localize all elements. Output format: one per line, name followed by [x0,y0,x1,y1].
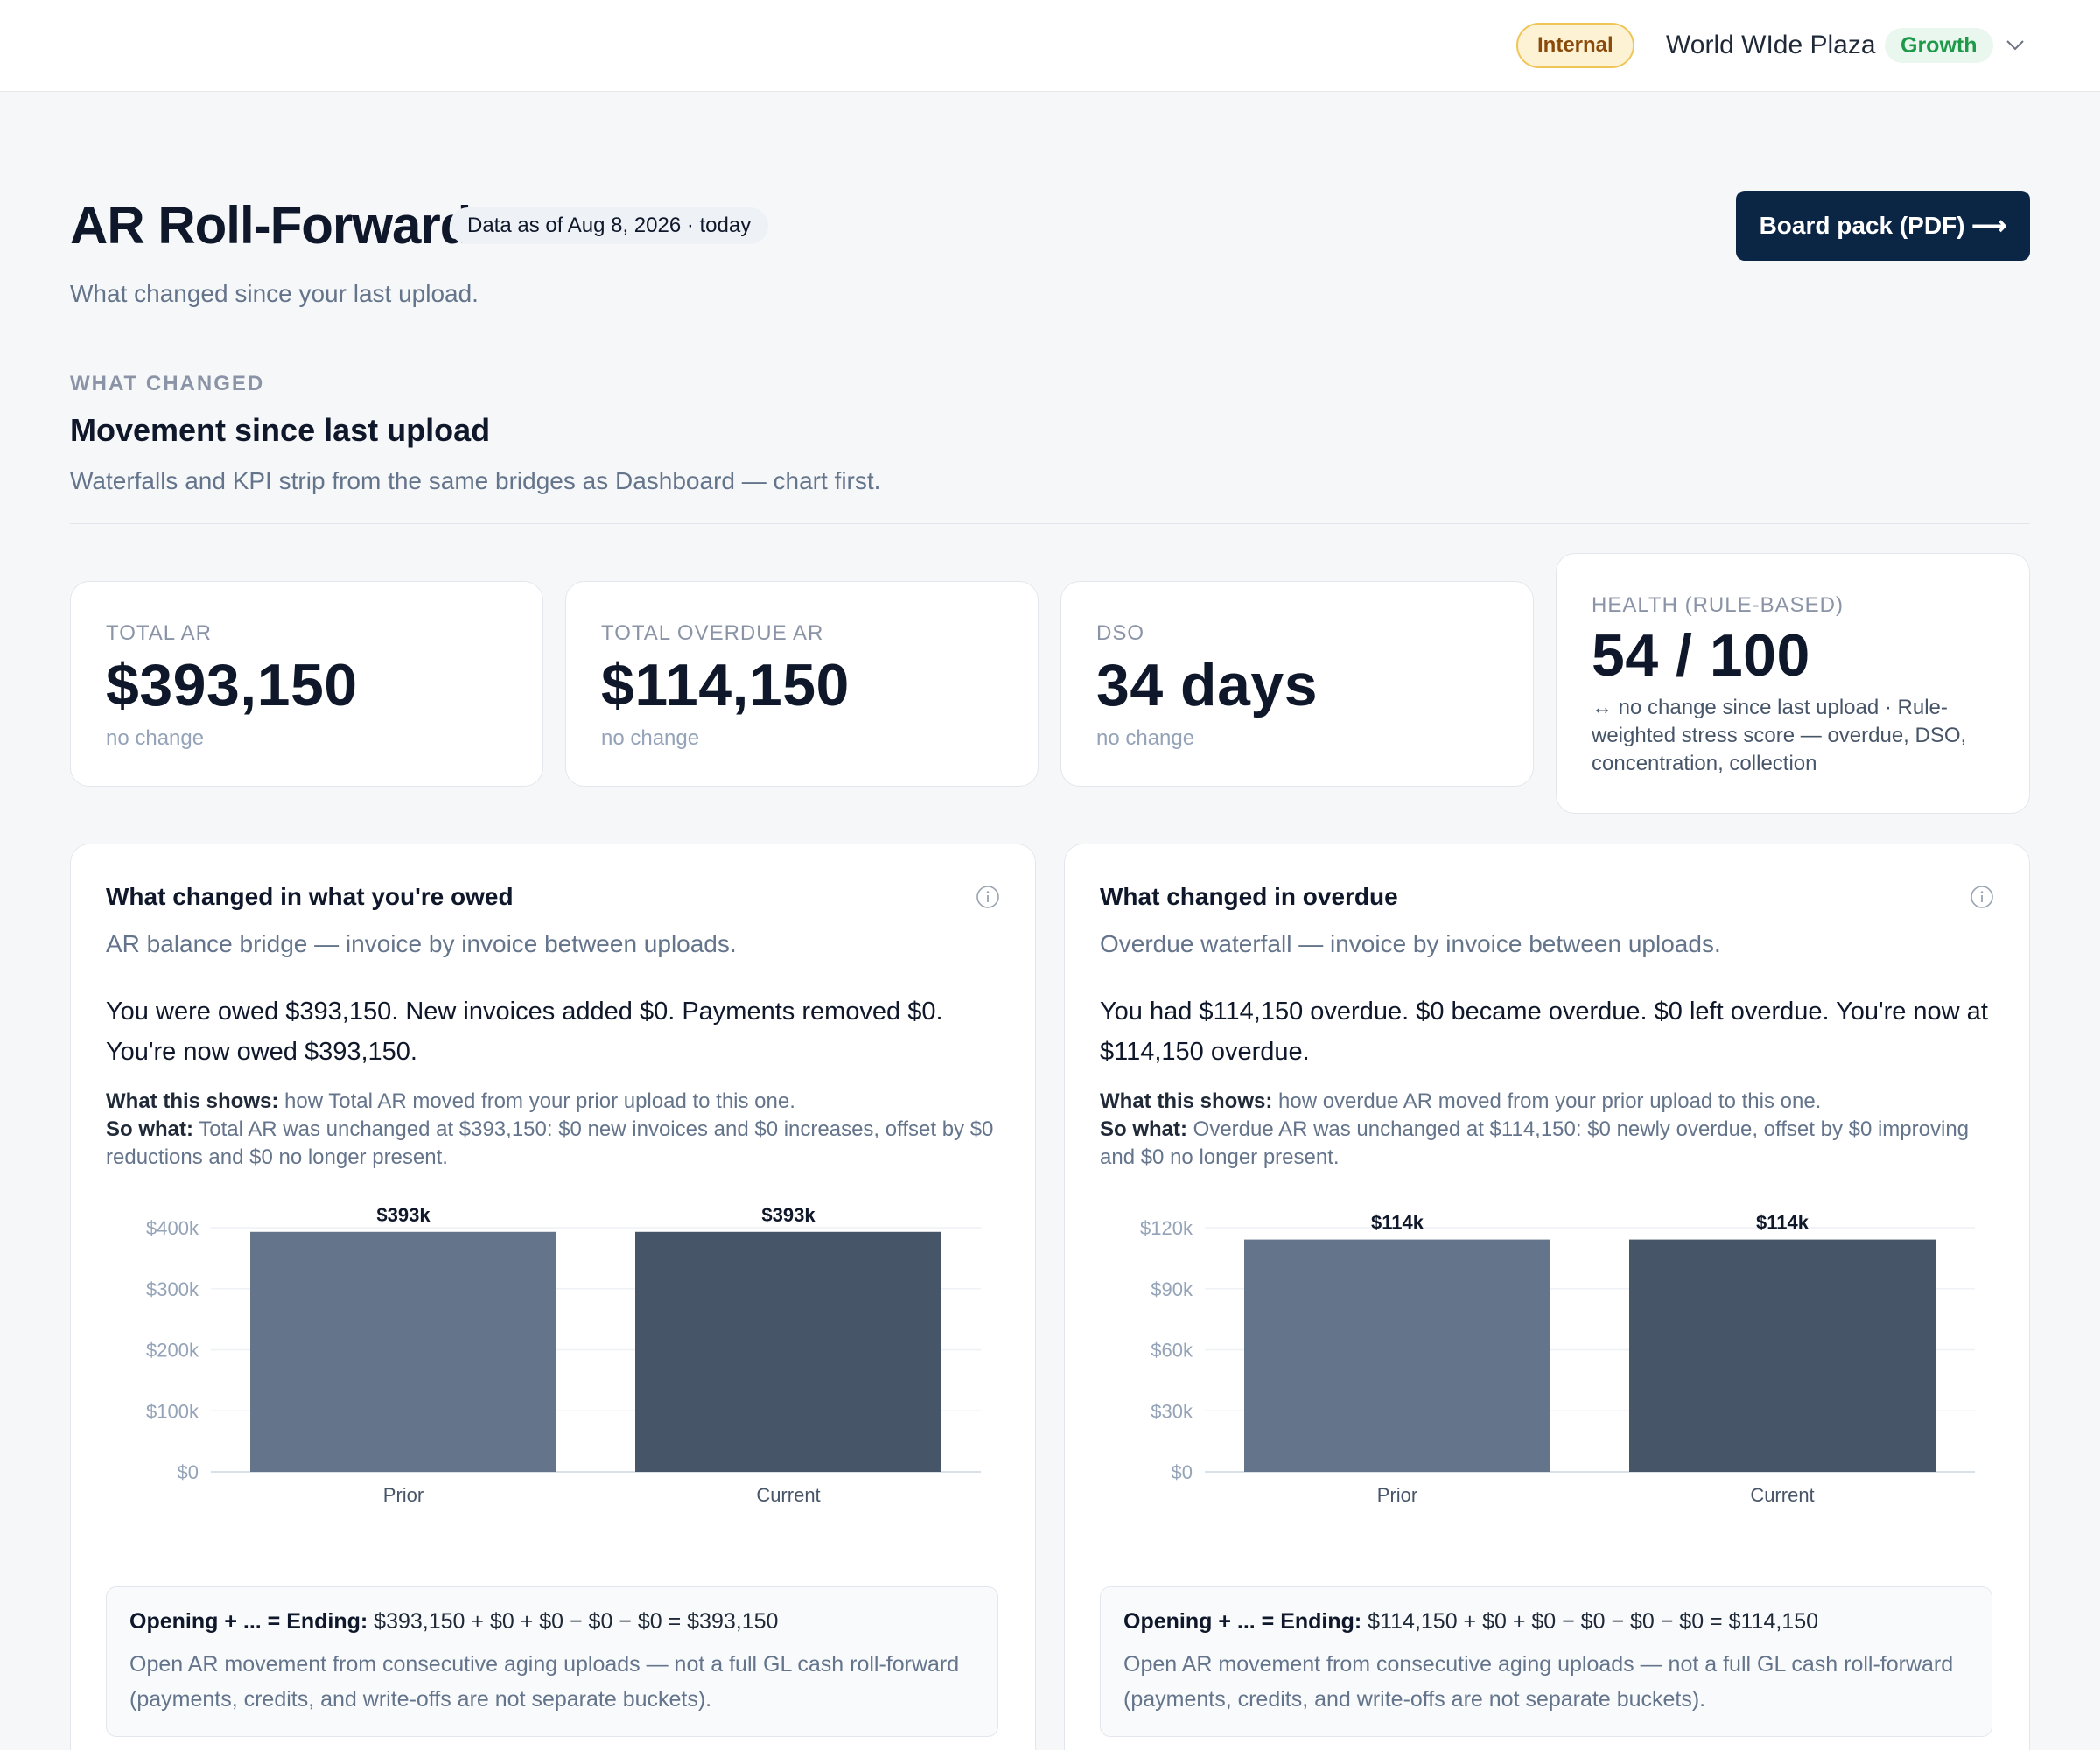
roll-forward-formula-box: Opening + ... = Ending: $393,150 + $0 + … [106,1586,998,1737]
formula-text: $114,150 + $0 + $0 − $0 − $0 − $0 = $114… [1362,1609,1818,1634]
bar-data-label: $393k [761,1204,816,1226]
y-tick-label: $0 [178,1461,199,1483]
plan-badge: Growth [1885,28,1993,63]
card-explanation: What this shows: how overdue AR moved fr… [1100,1088,2001,1172]
card-title: What changed in overdue [1100,883,1398,910]
what-this-shows-text: how overdue AR moved from your prior upl… [1272,1089,1822,1113]
bar-data-label: $393k [376,1204,430,1226]
y-tick-label: $300k [146,1278,200,1300]
so-what-text: Total AR was unchanged at $393,150: $0 n… [106,1117,994,1169]
chevron-down-icon[interactable] [2004,33,2026,56]
ar-balance-bridge-card: What changed in what you're owed AR bala… [70,844,1036,1750]
kpi-note: ↔ no change since last upload · Rule-wei… [1592,696,1967,775]
bar-current [1629,1239,1936,1472]
card-title: What changed in what you're owed [106,883,514,910]
kpi-card-health: HEALTH (RULE-BASED) 54 / 100 ↔ no change… [1556,553,2030,814]
top-bar: Internal World WIde Plaza Growth [0,0,2100,92]
y-tick-label: $30k [1151,1400,1194,1422]
x-category-label: Current [756,1484,820,1506]
card-subtitle: Overdue waterfall — invoice by invoice b… [1100,930,1721,957]
kpi-label: TOTAL AR [106,621,212,645]
y-tick-label: $0 [1172,1461,1193,1483]
kpi-value: $393,150 [106,652,358,718]
formula-label: Opening + ... = Ending: [1124,1609,1362,1634]
so-what-label: So what: [106,1117,193,1141]
formula-note: Open AR movement from consecutive aging … [1124,1652,1954,1712]
y-tick-label: $400k [146,1217,200,1239]
info-icon[interactable] [976,885,1000,909]
section-subtitle: Waterfalls and KPI strip from the same b… [70,467,881,494]
y-tick-label: $200k [146,1340,200,1362]
kpi-card-total-overdue-ar: TOTAL OVERDUE AR $114,150 no change [565,581,1039,787]
card-summary: You were owed $393,150. New invoices add… [106,998,943,1066]
x-category-label: Current [1750,1484,1814,1506]
kpi-delta: no change [601,726,700,750]
kpi-value: 34 days [1096,652,1319,718]
bar-data-label: $114k [1756,1212,1810,1234]
board-pack-pdf-button[interactable]: Board pack (PDF) ⟶ [1736,191,2030,261]
formula-note: Open AR movement from consecutive aging … [130,1652,960,1712]
kpi-delta: no change [106,726,205,750]
org-name[interactable]: World WIde Plaza [1666,31,1876,60]
page-subtitle: What changed since your last upload. [70,280,479,307]
card-explanation: What this shows: how Total AR moved from… [106,1088,1007,1172]
kpi-value: $114,150 [601,652,850,718]
kpi-label: DSO [1096,621,1145,645]
y-tick-label: $100k [146,1400,200,1422]
card-subtitle: AR balance bridge — invoice by invoice b… [106,930,737,957]
x-category-label: Prior [1377,1484,1418,1506]
bar-prior [250,1231,556,1472]
kpi-card-dso: DSO 34 days no change [1060,581,1534,787]
section-title: Movement since last upload [70,412,491,448]
ar-balance-bar-chart: $0 $100k $200k $300k $400k $393k Prior $393k Cur… [146,1204,981,1506]
y-tick-label: $60k [1151,1340,1194,1362]
y-tick-label: $90k [1151,1278,1194,1300]
formula-label: Opening + ... = Ending: [130,1609,368,1634]
what-this-shows-text: how Total AR moved from your prior uploa… [278,1089,795,1113]
environment-badge: Internal [1516,23,1634,68]
section-divider [70,523,2030,524]
kpi-label: HEALTH (RULE-BASED) [1592,593,1844,617]
bar-data-label: $114k [1371,1212,1424,1234]
bar-prior [1244,1239,1550,1472]
formula-line: Opening + ... = Ending: $393,150 + $0 + … [130,1606,778,1636]
what-this-shows-label: What this shows: [1100,1089,1273,1113]
so-what-label: So what: [1100,1117,1187,1141]
kpi-delta: no change [1096,726,1195,750]
kpi-card-total-ar: TOTAL AR $393,150 no change [70,581,543,787]
info-icon[interactable] [1970,885,1994,909]
bar-current [635,1231,942,1472]
card-summary: You had $114,150 overdue. $0 became over… [1100,998,1988,1066]
kpi-value: 54 / 100 [1592,622,1810,689]
what-this-shows-label: What this shows: [106,1089,279,1113]
x-category-label: Prior [383,1484,424,1506]
formula-text: $393,150 + $0 + $0 − $0 − $0 = $393,150 [368,1609,779,1634]
formula-line: Opening + ... = Ending: $114,150 + $0 + … [1124,1606,1818,1636]
data-as-of-badge: Data as of Aug 8, 2026 · today [450,207,769,244]
y-tick-label: $120k [1140,1217,1194,1239]
so-what-text: Overdue AR was unchanged at $114,150: $0… [1100,1117,1970,1169]
section-eyebrow: WHAT CHANGED [70,372,265,396]
roll-forward-formula-box: Opening + ... = Ending: $114,150 + $0 + … [1100,1586,1992,1737]
overdue-waterfall-card: What changed in overdue Overdue waterfal… [1064,844,2030,1750]
page-title: AR Roll-Forward [70,196,472,255]
kpi-label: TOTAL OVERDUE AR [601,621,824,645]
overdue-bar-chart: $0 $30k $60k $90k $120k $114k Prior $114k Curren… [1140,1212,1975,1506]
